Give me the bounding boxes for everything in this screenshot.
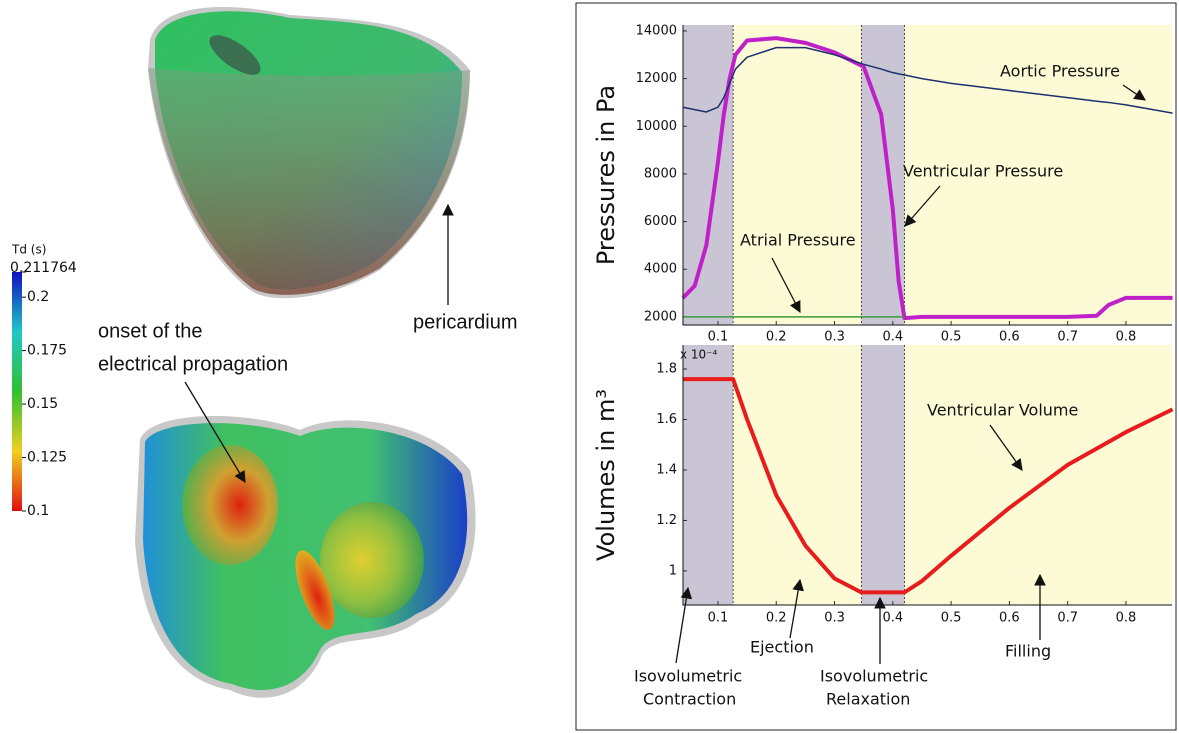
colorbar-label: 0.2 bbox=[27, 289, 49, 305]
arrow bbox=[676, 588, 688, 663]
annotation: Ventricular Volume bbox=[927, 401, 1078, 420]
valve bbox=[320, 502, 424, 618]
annotation: Relaxation bbox=[826, 690, 910, 709]
annotation: Isovolumetric bbox=[634, 667, 742, 686]
colorbar-label: 0.175 bbox=[27, 343, 67, 359]
colorbar-label: 0.125 bbox=[27, 450, 67, 466]
annotation: Contraction bbox=[643, 690, 736, 709]
phase-region bbox=[683, 25, 733, 325]
x-tick-label: 0.5 bbox=[941, 330, 962, 345]
phase-region bbox=[683, 345, 733, 605]
x-tick-label: 0.8 bbox=[1116, 611, 1137, 626]
colorbar-label: 0.1 bbox=[27, 503, 49, 519]
y-tick-label: 1.8 bbox=[656, 361, 677, 376]
y-tick-label: 4000 bbox=[644, 262, 677, 277]
phase-region bbox=[861, 345, 904, 605]
x-tick-label: 0.8 bbox=[1116, 330, 1137, 345]
x-tick-label: 0.5 bbox=[941, 611, 962, 626]
x-tick-label: 0.1 bbox=[708, 330, 729, 345]
y-tick-label: 10000 bbox=[636, 119, 677, 134]
y-multiplier: x 10⁻⁴ bbox=[680, 348, 718, 362]
x-tick-label: 0.7 bbox=[1057, 330, 1078, 345]
y-axis-label: Pressures in Pa bbox=[592, 85, 620, 265]
annotation: Isovolumetric bbox=[820, 667, 928, 686]
x-tick-label: 0.4 bbox=[882, 611, 903, 626]
annotation: Filling bbox=[1005, 642, 1051, 661]
colorbar bbox=[12, 272, 22, 511]
y-tick-label: 8000 bbox=[644, 166, 677, 181]
x-tick-label: 0.3 bbox=[824, 611, 845, 626]
x-tick-label: 0.6 bbox=[999, 330, 1020, 345]
y-tick-label: 1.2 bbox=[656, 513, 677, 528]
pericardium-veil bbox=[148, 68, 470, 295]
y-tick-label: 6000 bbox=[644, 214, 677, 229]
annotation: Ventricular Pressure bbox=[903, 162, 1063, 181]
y-tick-label: 2000 bbox=[644, 309, 677, 324]
annotation: electrical propagation bbox=[98, 353, 288, 375]
annotation: onset of the bbox=[98, 320, 203, 342]
annotation: Ejection bbox=[750, 638, 814, 657]
annotation: pericardium bbox=[413, 311, 517, 333]
x-tick-label: 0.6 bbox=[999, 611, 1020, 626]
colorbar-title: Td (s) bbox=[11, 243, 46, 257]
y-tick-label: 12000 bbox=[636, 71, 677, 86]
y-tick-label: 1 bbox=[669, 563, 677, 578]
x-tick-label: 0.2 bbox=[766, 611, 787, 626]
colorbar-label: 0.15 bbox=[27, 396, 58, 412]
x-tick-label: 0.2 bbox=[766, 330, 787, 345]
y-tick-label: 1.6 bbox=[656, 412, 677, 427]
x-tick-label: 0.1 bbox=[708, 611, 729, 626]
annotation: Aortic Pressure bbox=[1000, 62, 1120, 81]
annotation: Atrial Pressure bbox=[740, 231, 856, 250]
figure: Td (s) 0.1 0.125 0.15 0.175 0.2 0.211764 perica… bbox=[0, 0, 1179, 733]
y-tick-label: 1.4 bbox=[656, 462, 677, 477]
y-axis-label: Volumes in m³ bbox=[592, 389, 620, 561]
y-tick-label: 14000 bbox=[636, 23, 677, 38]
valve bbox=[182, 445, 278, 565]
x-tick-label: 0.4 bbox=[882, 330, 903, 345]
plot-background bbox=[683, 345, 1172, 605]
x-tick-label: 0.3 bbox=[824, 330, 845, 345]
x-tick-label: 0.7 bbox=[1057, 611, 1078, 626]
colorbar-label: 0.211764 bbox=[10, 260, 77, 276]
